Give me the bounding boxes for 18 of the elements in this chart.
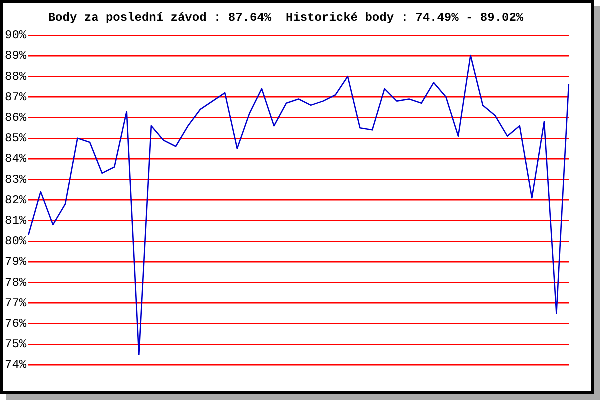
y-tick-label: 83%	[4, 172, 28, 187]
y-tick-label: 82%	[4, 193, 28, 208]
y-tick-label: 86%	[4, 110, 28, 125]
y-tick-label: 74%	[4, 358, 28, 372]
y-tick-label: 76%	[4, 316, 28, 331]
y-tick-label: 77%	[4, 296, 28, 310]
y-tick-label: 90%	[4, 28, 28, 43]
y-tick-label: 88%	[4, 70, 28, 84]
y-tick-label: 81%	[4, 214, 28, 228]
y-tick-label: 79%	[4, 255, 28, 270]
y-tick-label: 85%	[4, 132, 28, 146]
y-tick-label: 80%	[4, 234, 28, 249]
y-tick-label: 87%	[4, 90, 28, 104]
chart-title: Body za poslední závod : 87.64% Historické body : 74.49% - 89.02%	[48, 11, 524, 26]
y-tick-label: 78%	[4, 276, 28, 290]
y-tick-label: 75%	[4, 338, 28, 352]
y-tick-label: 89%	[4, 49, 28, 64]
y-tick-label: 84%	[4, 152, 28, 166]
